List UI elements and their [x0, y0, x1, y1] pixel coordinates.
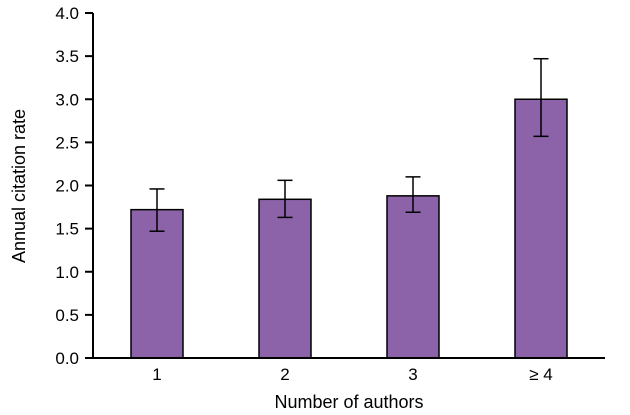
- x-category-label: 2: [280, 365, 289, 384]
- y-tick-label: 2.0: [55, 177, 79, 196]
- x-category-label: 3: [408, 365, 417, 384]
- y-tick-label: 1.5: [55, 220, 79, 239]
- y-tick-label: 0.5: [55, 306, 79, 325]
- y-tick-label: 3.5: [55, 47, 79, 66]
- y-tick-label: 2.5: [55, 133, 79, 152]
- bars-layer: [130, 98, 568, 359]
- y-tick-label: 1.0: [55, 263, 79, 282]
- y-tick-label: 4.0: [55, 4, 79, 23]
- error-bars-layer: [149, 57, 549, 232]
- y-tick-label: 3.0: [55, 90, 79, 109]
- x-axis-title: Number of authors: [274, 392, 423, 412]
- axes-layer: [85, 12, 605, 359]
- bar: [514, 98, 568, 359]
- y-tick-label: 0.0: [55, 349, 79, 368]
- x-category-label: ≥ 4: [529, 365, 553, 384]
- bar: [258, 198, 312, 359]
- tick-labels-layer: 0.0 0.5 1.0 1.5 2.0 2.5 3.0 3.5 4.0 1 2 3 ≥ 4: [55, 4, 552, 384]
- y-axis-title: Annual citation rate: [9, 109, 29, 263]
- bar: [130, 208, 184, 359]
- x-category-label: 1: [152, 365, 161, 384]
- bar: [386, 195, 440, 359]
